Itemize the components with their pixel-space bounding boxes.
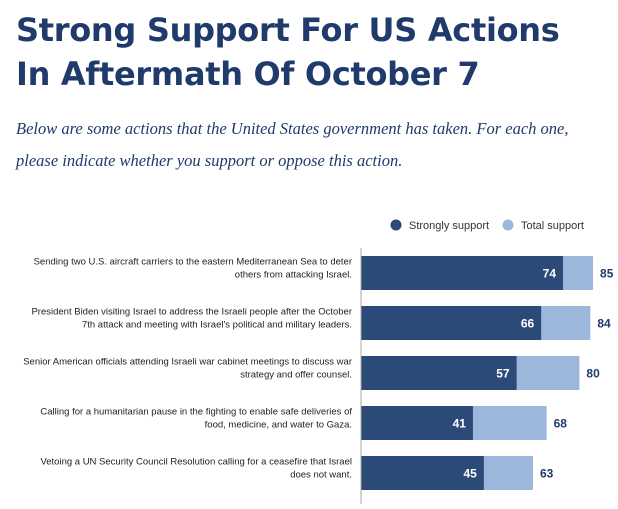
category-label: Calling for a humanitarian pause in the … <box>40 407 352 431</box>
legend-label-total-support: Total support <box>521 220 584 232</box>
value-label-strongly-support: 74 <box>543 267 557 281</box>
subtitle-line-2: please indicate whether you support or o… <box>16 151 403 170</box>
value-label-total-support: 68 <box>554 417 568 431</box>
bar-strongly-support <box>361 456 484 490</box>
legend-swatch-strongly-support <box>390 219 402 231</box>
title-line-1: Strong Support For US Actions <box>16 11 560 49</box>
legend-swatch-total-support <box>502 219 514 231</box>
title-line-2: In Aftermath Of October 7 <box>16 55 480 93</box>
bar-strongly-support <box>361 406 473 440</box>
value-label-strongly-support: 45 <box>463 467 477 481</box>
value-label-strongly-support: 41 <box>453 417 467 431</box>
subtitle: Below are some actions that the United S… <box>16 113 612 177</box>
value-label-total-support: 85 <box>600 267 614 281</box>
value-label-total-support: 63 <box>540 467 554 481</box>
category-label: Senior American officials attending Isra… <box>23 357 352 381</box>
category-label: President Biden visiting Israel to addre… <box>31 307 352 331</box>
category-label: Vetoing a UN Security Council Resolution… <box>40 457 352 481</box>
support-bar-chart: Strongly support Total support Sending two… <box>23 219 614 504</box>
value-label-strongly-support: 66 <box>521 317 535 331</box>
bar-strongly-support <box>361 356 517 390</box>
page-title: Strong Support For US Actions In Afterma… <box>16 8 612 96</box>
legend-label-strongly-support: Strongly support <box>409 220 489 232</box>
subtitle-line-1: Below are some actions that the United S… <box>16 119 569 138</box>
bar-strongly-support <box>361 256 564 290</box>
value-label-strongly-support: 57 <box>496 367 510 381</box>
bar-strongly-support <box>361 306 542 340</box>
category-label: Sending two U.S. aircraft carriers to th… <box>34 257 352 281</box>
value-label-total-support: 80 <box>586 367 600 381</box>
value-label-total-support: 84 <box>597 317 611 331</box>
